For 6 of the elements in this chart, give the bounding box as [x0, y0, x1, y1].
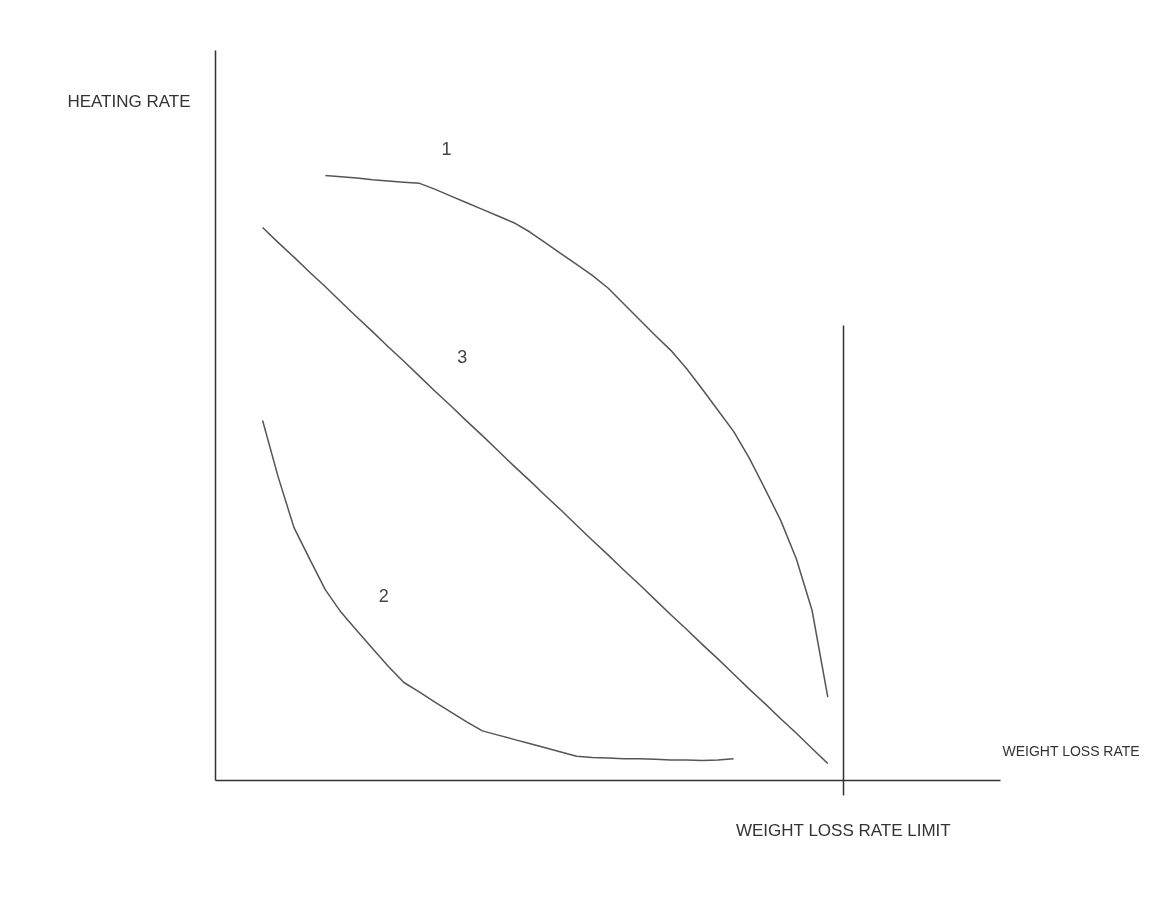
series-label: 2: [378, 586, 389, 607]
x-axis-title: WEIGHT LOSS RATE: [1002, 742, 1140, 759]
series-label: 3: [457, 347, 468, 368]
text: WEIGHT LOSS RATE LIMIT: [735, 821, 951, 840]
series-label: 1: [441, 139, 452, 160]
y-axis-title: HEATING RATE: [67, 91, 191, 111]
